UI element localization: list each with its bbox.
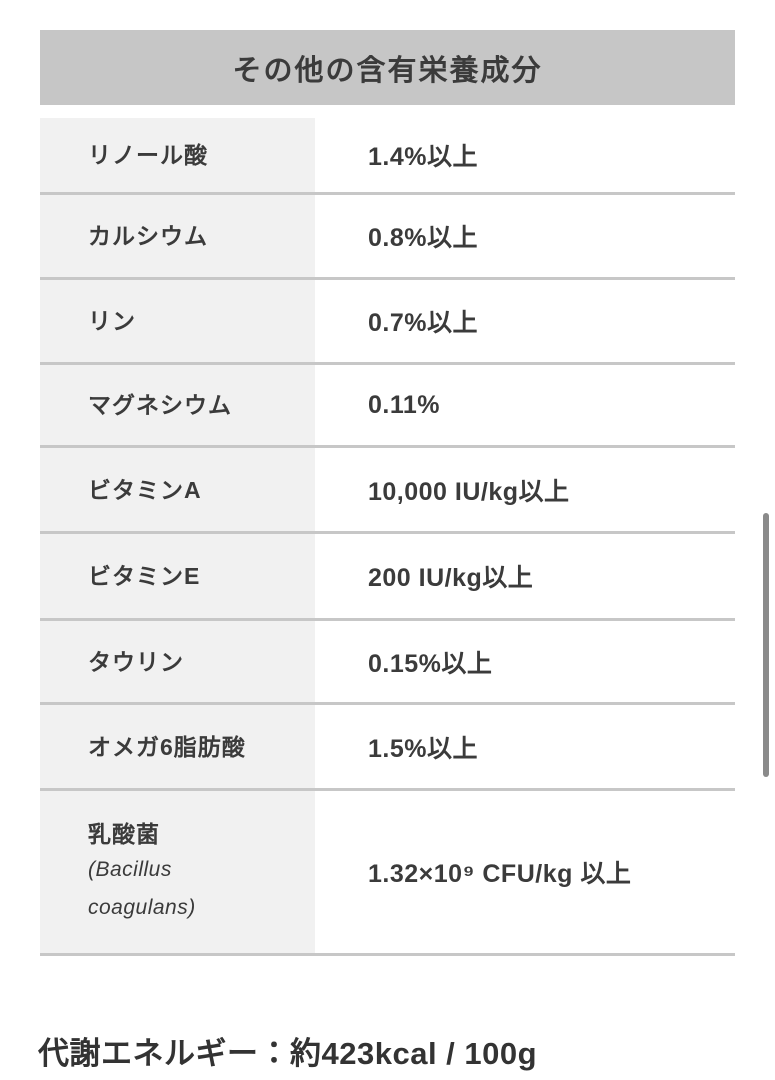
nutrient-name-label: リノール酸	[88, 142, 208, 168]
nutrient-name: リン	[40, 280, 315, 362]
nutrient-value: 0.15%以上	[315, 621, 735, 702]
table-row: タウリン 0.15%以上	[40, 621, 735, 705]
nutrient-value-text: 0.7%以上	[368, 309, 478, 337]
scrollbar-thumb[interactable]	[763, 513, 769, 777]
table-row: オメガ6脂肪酸 1.5%以上	[40, 705, 735, 791]
nutrient-name: ビタミンE	[40, 534, 315, 618]
nutrient-value: 0.7%以上	[315, 280, 735, 362]
nutrient-value-text: 1.4%以上	[368, 143, 478, 171]
nutrient-value-text: 0.8%以上	[368, 224, 478, 252]
nutrient-name-label: タウリン	[88, 648, 184, 675]
nutrient-name: 乳酸菌 (Bacillus coagulans)	[40, 791, 315, 953]
nutrition-table: その他の含有栄養成分 リノール酸 1.4%以上 カルシウム 0.8%以上 リン	[40, 30, 735, 956]
nutrient-value-text: 0.15%以上	[368, 649, 493, 678]
nutrient-name-label: ビタミンA	[88, 476, 202, 503]
nutrient-name-latin-line1: (Bacillus	[88, 858, 172, 881]
nutrient-name: カルシウム	[40, 195, 315, 277]
nutrient-name-label: カルシウム	[88, 223, 208, 249]
nutrient-value: 1.4%以上	[315, 118, 735, 192]
table-row: カルシウム 0.8%以上	[40, 195, 735, 280]
table-row: 乳酸菌 (Bacillus coagulans) 1.32×10⁹ CFU/kg…	[40, 791, 735, 956]
nutrient-name-label: ビタミンE	[88, 563, 201, 589]
metabolic-energy-text: 代謝エネルギー：約423kcal / 100g	[38, 1036, 538, 1071]
table-row: リン 0.7%以上	[40, 280, 735, 365]
table-row: ビタミンE 200 IU/kg以上	[40, 534, 735, 621]
nutrient-name-label: マグネシウム	[88, 392, 232, 418]
nutrient-value: 0.11%	[315, 365, 735, 445]
nutrient-name: タウリン	[40, 621, 315, 702]
nutrient-name-label: リン	[88, 308, 136, 334]
nutrient-name: リノール酸	[40, 118, 315, 192]
nutrient-value: 1.32×10⁹ CFU/kg 以上	[315, 791, 735, 953]
nutrient-value: 0.8%以上	[315, 195, 735, 277]
nutrient-value-text: 1.5%以上	[368, 734, 478, 763]
table-row: ビタミンA 10,000 IU/kg以上	[40, 448, 735, 534]
nutrient-value: 1.5%以上	[315, 705, 735, 788]
nutrient-name-label: 乳酸菌	[88, 821, 160, 847]
table-rows: リノール酸 1.4%以上 カルシウム 0.8%以上 リン 0.7%以上	[40, 118, 735, 956]
nutrient-name-label: オメガ6脂肪酸	[88, 733, 246, 760]
table-title: その他の含有栄養成分	[232, 54, 543, 87]
nutrient-value: 200 IU/kg以上	[315, 534, 735, 618]
nutrient-value-text: 200 IU/kg以上	[368, 564, 534, 592]
nutrient-value-text: 10,000 IU/kg以上	[368, 477, 570, 506]
nutrient-value-text: 0.11%	[368, 390, 441, 419]
nutrient-name-latin-line2: coagulans)	[88, 896, 196, 919]
nutrient-value-text: 1.32×10⁹ CFU/kg 以上	[368, 860, 632, 888]
table-header: その他の含有栄養成分	[40, 30, 735, 105]
nutrient-name: ビタミンA	[40, 448, 315, 531]
nutrient-name: マグネシウム	[40, 365, 315, 445]
table-row: リノール酸 1.4%以上	[40, 118, 735, 195]
table-row: マグネシウム 0.11%	[40, 365, 735, 448]
nutrient-value: 10,000 IU/kg以上	[315, 448, 735, 531]
nutrient-name: オメガ6脂肪酸	[40, 705, 315, 788]
